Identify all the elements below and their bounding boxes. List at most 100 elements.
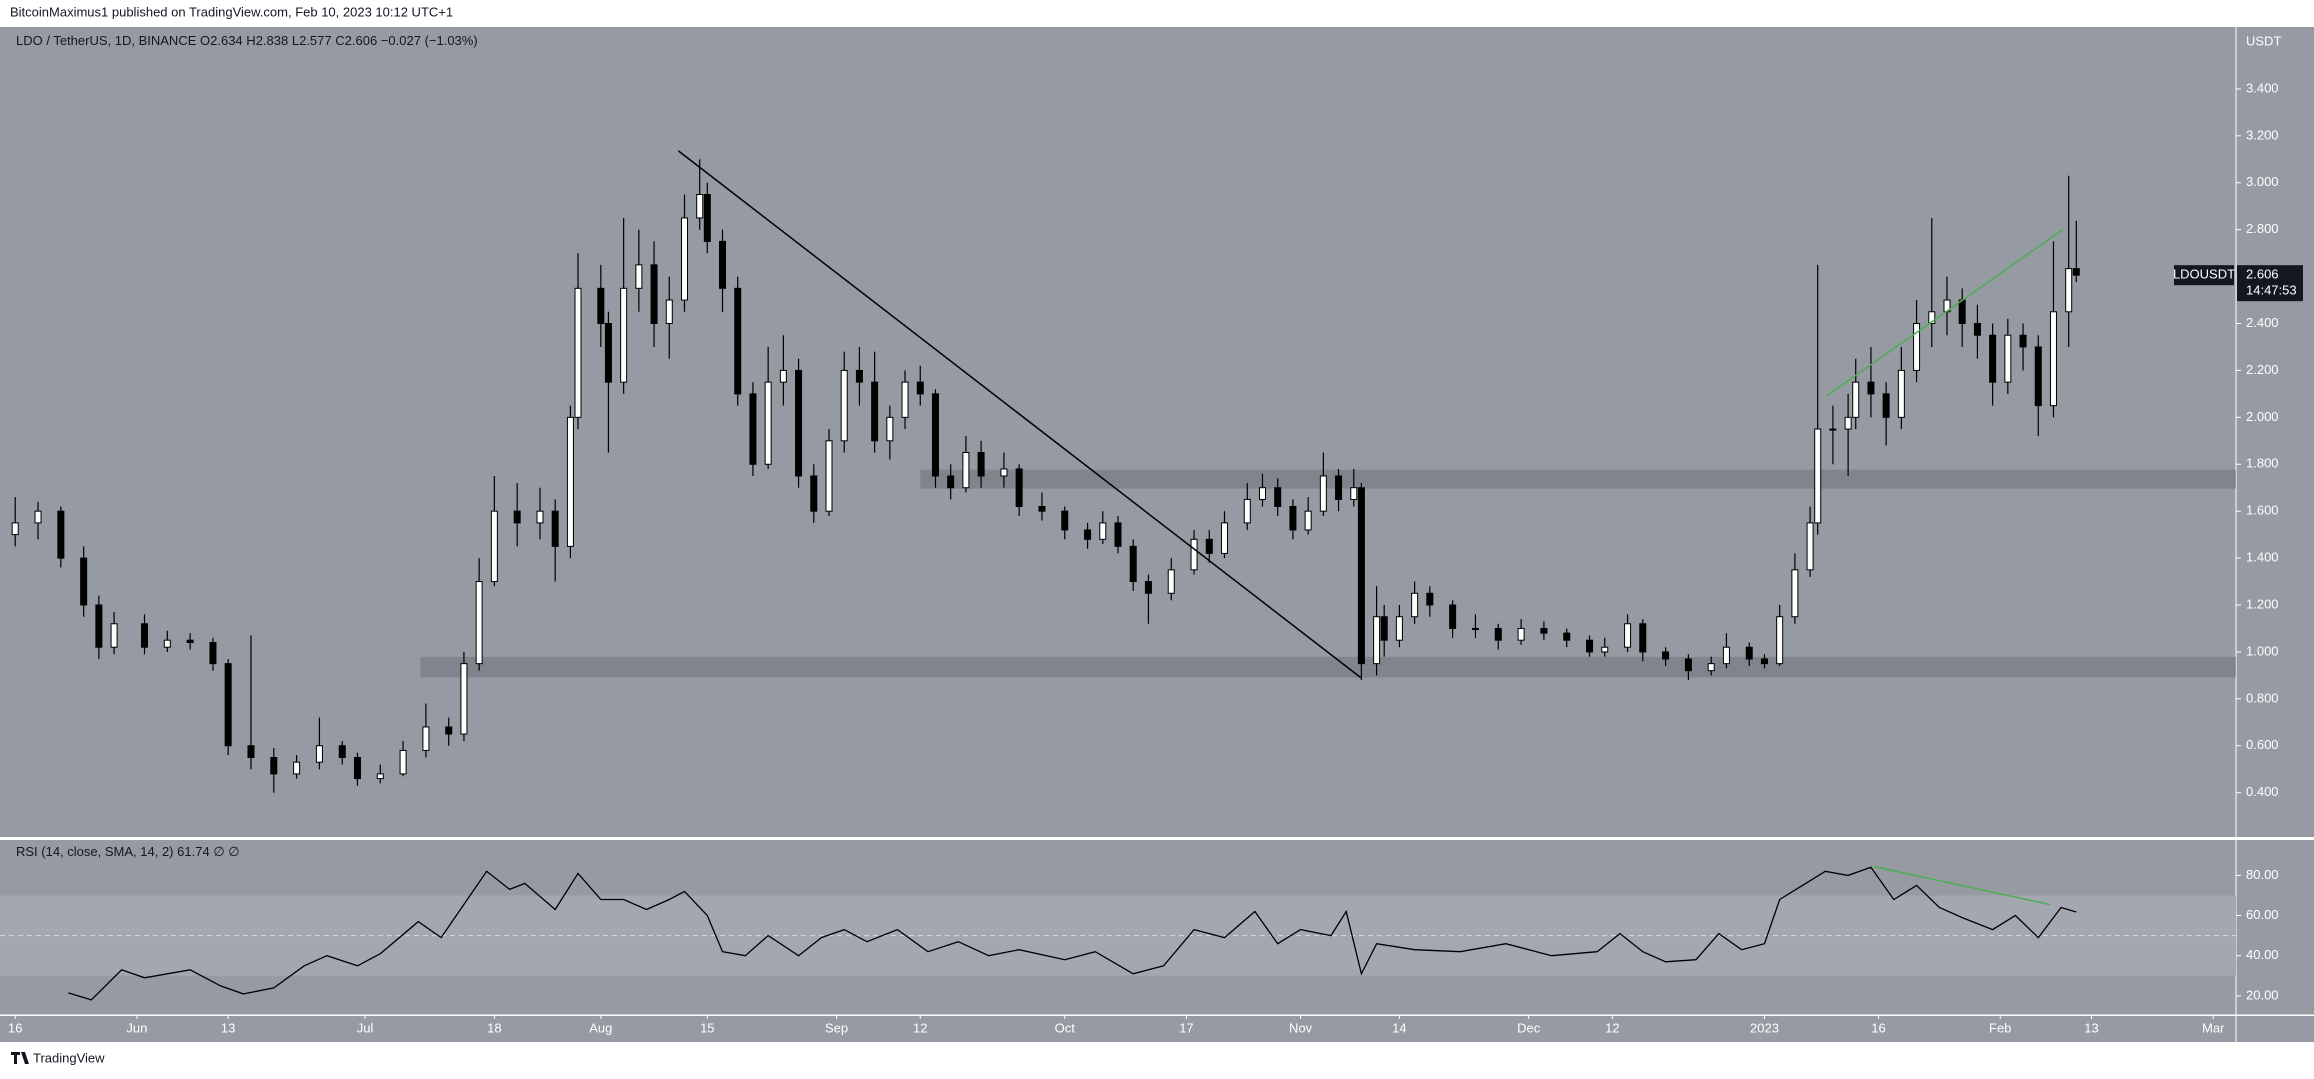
rsi-y-tick-label: 40.00 xyxy=(2246,947,2279,962)
candle-body xyxy=(635,264,643,289)
candle-body xyxy=(141,623,149,648)
candle-body xyxy=(1867,381,1875,395)
currency: USDT xyxy=(2246,33,2281,48)
candle-body xyxy=(1722,646,1730,665)
candle-body xyxy=(551,510,559,547)
candle-body xyxy=(1814,428,1822,524)
x-tick-label: 15 xyxy=(700,1020,714,1035)
candle-body xyxy=(2034,346,2042,407)
candle-body xyxy=(825,440,833,512)
x-tick-label: Aug xyxy=(589,1020,612,1035)
candle-body xyxy=(1540,627,1548,634)
candle-body xyxy=(901,381,909,418)
candle-body xyxy=(719,240,727,289)
candle-body xyxy=(1494,627,1502,641)
candle-body xyxy=(224,663,232,747)
x-tick-label: 13 xyxy=(2084,1020,2098,1035)
candle-body xyxy=(1373,616,1381,665)
change: −0.027 (−1.03%) xyxy=(381,33,478,48)
rsi-y-tick-label: 60.00 xyxy=(2246,907,2279,922)
candle-body xyxy=(574,287,582,418)
candle-body xyxy=(795,369,803,477)
candle-body xyxy=(1852,381,1860,418)
x-tick-label: 12 xyxy=(913,1020,927,1035)
candle-body xyxy=(665,299,673,325)
candle-body xyxy=(338,745,346,758)
candle-body xyxy=(475,581,483,665)
countdown: 14:47:53 xyxy=(2246,283,2297,298)
x-tick-label: 2023 xyxy=(1750,1020,1779,1035)
candle-body xyxy=(95,604,103,648)
candle-body xyxy=(1449,604,1457,629)
x-tick-label: Dec xyxy=(1517,1020,1541,1035)
candle-body xyxy=(247,745,255,758)
candle-body xyxy=(1129,545,1137,583)
candle-body xyxy=(315,745,323,763)
x-tick-label: Mar xyxy=(2202,1020,2225,1035)
candle-body xyxy=(810,475,818,512)
rsi-value: 61.74 xyxy=(177,844,210,859)
candle-body xyxy=(186,639,194,644)
ohlc-label: C xyxy=(335,33,344,48)
rsi-trendline xyxy=(1873,865,2051,906)
candle-body xyxy=(1038,505,1046,512)
symbol-title: LDO / TetherUS, 1D, BINANCE xyxy=(16,33,197,48)
candle-body xyxy=(1099,522,1107,540)
candle-body xyxy=(1395,616,1403,641)
candle-body xyxy=(34,510,42,524)
candle-body xyxy=(1806,522,1814,571)
symbol-label: LDOUSDT xyxy=(2173,267,2235,282)
y-tick-label: 3.400 xyxy=(2246,80,2279,95)
candle-body xyxy=(1243,498,1251,524)
candle-body xyxy=(445,726,453,735)
candle-body xyxy=(650,264,658,325)
header: LDO / TetherUS, 1D, BINANCE O2.634 H2.83… xyxy=(16,33,478,48)
trendline xyxy=(677,150,1362,679)
candle-body xyxy=(1259,487,1267,500)
candle-body xyxy=(1517,627,1525,641)
candle-body xyxy=(1304,510,1312,531)
candle-body xyxy=(1319,475,1327,512)
candle-body xyxy=(1882,393,1890,418)
y-tick-label: 1.600 xyxy=(2246,503,2279,518)
footer: TradingView xyxy=(33,1050,105,1065)
candle-body xyxy=(1684,658,1692,672)
y-tick-label: 3.000 xyxy=(2246,174,2279,189)
candle-body xyxy=(536,510,544,524)
candle-body xyxy=(871,381,879,442)
candle-body xyxy=(1015,468,1023,507)
ohlc-label: H xyxy=(246,33,255,48)
rsi-y-tick-label: 20.00 xyxy=(2246,987,2279,1002)
candle-body xyxy=(1745,646,1753,660)
candle-body xyxy=(399,749,407,775)
y-tick-label: 0.600 xyxy=(2246,737,2279,752)
candle-body xyxy=(1061,510,1069,531)
support-zone xyxy=(920,469,2236,489)
y-tick-label: 2.000 xyxy=(2246,409,2279,424)
x-tick-label: 16 xyxy=(1871,1020,1885,1035)
y-tick-label: 0.800 xyxy=(2246,690,2279,705)
candle-body xyxy=(749,393,757,465)
y-tick-label: 0.400 xyxy=(2246,784,2279,799)
candle-body xyxy=(1662,651,1670,660)
candle-body xyxy=(977,452,985,477)
rsi-y-tick-label: 80.00 xyxy=(2246,867,2279,882)
candle-body xyxy=(1205,538,1213,554)
candle-body xyxy=(422,726,430,751)
candle-body xyxy=(1829,428,1837,431)
candle-body xyxy=(1639,623,1647,653)
x-tick-label: Jul xyxy=(357,1020,374,1035)
candle-body xyxy=(1167,569,1175,594)
ohlc-value: 2.577 xyxy=(299,33,332,48)
candle-body xyxy=(1776,616,1784,665)
x-tick-label: 14 xyxy=(1392,1020,1406,1035)
ohlc-label: L xyxy=(292,33,299,48)
candle-body xyxy=(1190,538,1198,571)
candle-body xyxy=(2004,334,2012,383)
ohlc-value: 2.634 xyxy=(210,33,243,48)
candle-body xyxy=(1411,592,1419,618)
y-tick-label: 1.800 xyxy=(2246,456,2279,471)
x-tick-label: Sep xyxy=(825,1020,848,1035)
candle-body xyxy=(2019,334,2027,348)
